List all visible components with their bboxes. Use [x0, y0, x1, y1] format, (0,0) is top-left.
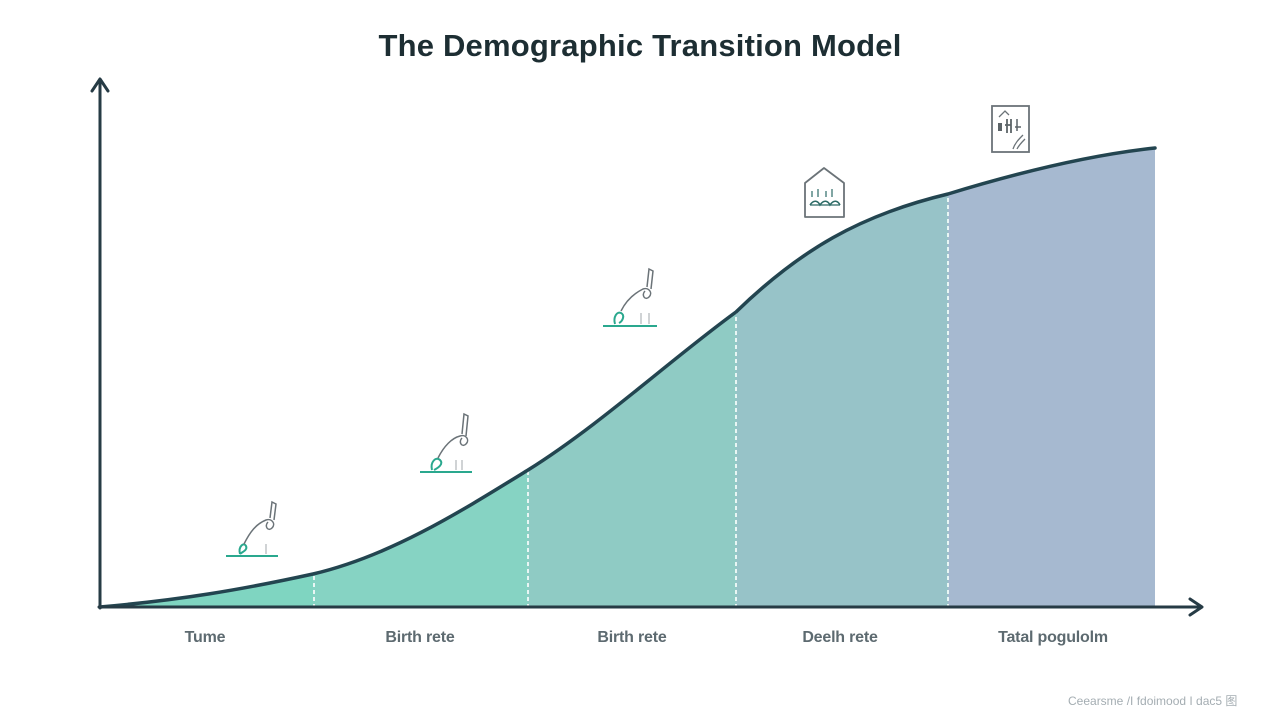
stage-5-fill	[948, 148, 1155, 607]
stage-fills	[100, 148, 1155, 607]
stage-3-person-icon	[603, 267, 657, 327]
stage-label-4: Deelh rete	[802, 629, 878, 646]
stage-4-house-icon	[804, 167, 845, 218]
stage-label-3: Birth rete	[597, 629, 667, 646]
population-curve	[98, 146, 1157, 609]
axes	[90, 77, 1204, 617]
x-axis-arrow-icon	[1188, 597, 1204, 617]
stage-3-fill	[528, 148, 736, 607]
stage-label-5: Tatal pogulolm	[998, 629, 1108, 646]
stage-label-1: Tume	[184, 629, 226, 646]
stage-2-person-icon	[420, 412, 472, 473]
stage-label-2: Birth rete	[385, 629, 455, 646]
stage-4-fill	[736, 148, 948, 607]
y-axis-arrow-icon	[90, 77, 110, 93]
stage-5-document-icon	[991, 105, 1030, 153]
chart-title: The Demographic Transition Model	[378, 28, 902, 63]
stage-1-person-icon	[226, 500, 278, 557]
watermark-text: Ceearsme /I fdoimood I dac5 图	[1068, 694, 1238, 708]
stage-1-fill	[100, 148, 313, 607]
